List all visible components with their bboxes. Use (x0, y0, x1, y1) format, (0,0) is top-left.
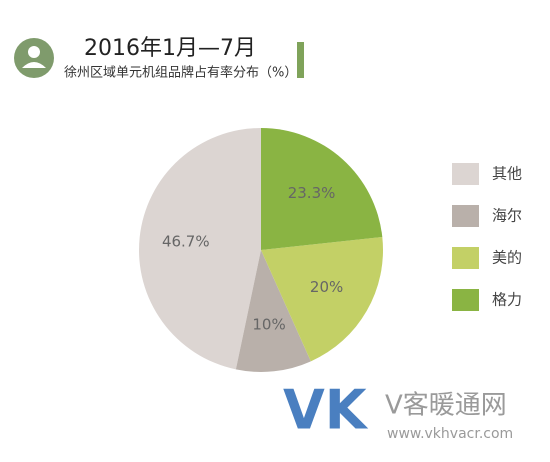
chart-title: 2016年1月—7月 (84, 36, 256, 61)
data-label: 20% (310, 278, 343, 296)
watermark-logo: VK (283, 379, 369, 442)
legend-label: 其他 (492, 165, 522, 183)
pie-slice (235, 250, 311, 373)
chart-subtitle: 徐州区域单元机组品牌占有率分布（%） (64, 65, 297, 81)
pie-slice (139, 128, 261, 370)
watermark-name: V客暖通网 (385, 391, 507, 421)
watermark-url: www.vkhvacr.com (387, 426, 513, 442)
legend-swatch (452, 205, 479, 227)
header-accent (297, 42, 304, 78)
data-label: 46.7% (162, 233, 210, 251)
legend-swatch (452, 163, 479, 185)
pie-slice (261, 128, 383, 250)
pie-slice (261, 236, 383, 362)
data-label: 23.3% (288, 184, 336, 202)
legend-label: 海尔 (492, 207, 522, 225)
data-label: 10% (252, 316, 285, 334)
legend-swatch (452, 289, 479, 311)
legend-label: 美的 (492, 249, 522, 267)
header-icon-body (22, 62, 46, 68)
legend-label: 格力 (492, 291, 522, 309)
header-icon-head (28, 46, 40, 58)
legend-swatch (452, 247, 479, 269)
